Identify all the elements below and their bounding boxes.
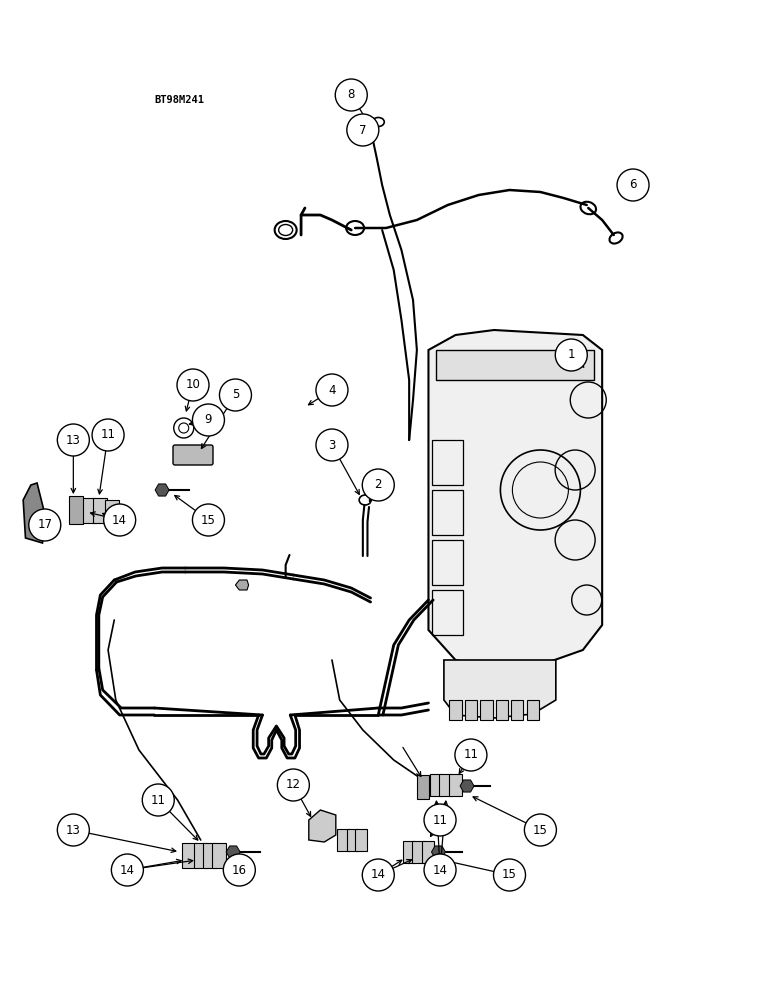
- Polygon shape: [527, 700, 539, 720]
- FancyBboxPatch shape: [173, 445, 213, 465]
- Circle shape: [524, 814, 557, 846]
- Polygon shape: [23, 483, 46, 543]
- Circle shape: [347, 114, 379, 146]
- Polygon shape: [460, 780, 474, 792]
- Text: BT98M241: BT98M241: [154, 95, 205, 105]
- Text: 15: 15: [533, 823, 548, 836]
- Circle shape: [316, 374, 348, 406]
- Polygon shape: [480, 700, 493, 720]
- Bar: [182, 842, 196, 867]
- Polygon shape: [309, 810, 336, 842]
- Bar: [105, 499, 119, 524]
- Bar: [432, 590, 463, 635]
- Circle shape: [316, 429, 348, 461]
- Circle shape: [617, 169, 649, 201]
- Bar: [403, 841, 415, 863]
- Polygon shape: [511, 700, 523, 720]
- Polygon shape: [465, 700, 477, 720]
- Bar: [69, 496, 83, 524]
- Polygon shape: [155, 484, 169, 496]
- Bar: [432, 490, 463, 535]
- Text: 13: 13: [66, 434, 81, 446]
- Circle shape: [57, 424, 90, 456]
- Circle shape: [424, 854, 456, 886]
- Bar: [347, 829, 359, 851]
- Text: 11: 11: [100, 428, 116, 442]
- Text: 9: 9: [205, 413, 212, 426]
- Text: 8: 8: [347, 89, 355, 102]
- Circle shape: [277, 769, 310, 801]
- Circle shape: [57, 814, 90, 846]
- Circle shape: [555, 339, 587, 371]
- Bar: [430, 774, 442, 796]
- Text: 14: 14: [120, 863, 135, 876]
- Text: 17: 17: [37, 518, 52, 532]
- Polygon shape: [496, 700, 508, 720]
- Text: 14: 14: [432, 863, 448, 876]
- Text: 11: 11: [463, 748, 479, 762]
- Bar: [417, 775, 429, 799]
- Circle shape: [335, 79, 367, 111]
- Text: 14: 14: [112, 514, 127, 526]
- Bar: [212, 842, 226, 867]
- Text: 11: 11: [151, 794, 166, 806]
- Text: 14: 14: [371, 868, 386, 882]
- Circle shape: [424, 804, 456, 836]
- Polygon shape: [226, 846, 240, 858]
- Bar: [432, 540, 463, 585]
- Bar: [337, 829, 350, 851]
- Circle shape: [92, 419, 124, 451]
- Circle shape: [362, 859, 394, 891]
- Text: 11: 11: [432, 813, 448, 826]
- Circle shape: [493, 859, 526, 891]
- Bar: [203, 842, 217, 867]
- Text: 16: 16: [232, 863, 247, 876]
- Circle shape: [111, 854, 144, 886]
- Bar: [432, 440, 463, 485]
- Circle shape: [219, 379, 252, 411]
- Polygon shape: [235, 580, 249, 590]
- Bar: [412, 841, 425, 863]
- Text: 5: 5: [232, 388, 239, 401]
- Text: 15: 15: [502, 868, 517, 882]
- Bar: [93, 497, 107, 522]
- Text: 3: 3: [328, 439, 336, 452]
- Circle shape: [103, 504, 136, 536]
- Polygon shape: [444, 660, 556, 718]
- Circle shape: [177, 369, 209, 401]
- Text: 7: 7: [359, 123, 367, 136]
- Bar: [449, 774, 462, 796]
- Polygon shape: [449, 700, 462, 720]
- Polygon shape: [428, 330, 602, 670]
- Circle shape: [455, 739, 487, 771]
- Polygon shape: [436, 350, 594, 380]
- Bar: [422, 841, 434, 863]
- Text: 13: 13: [66, 823, 81, 836]
- Circle shape: [192, 404, 225, 436]
- Text: 1: 1: [567, 349, 575, 361]
- Text: 15: 15: [201, 514, 216, 526]
- Circle shape: [362, 469, 394, 501]
- Polygon shape: [432, 846, 445, 858]
- Circle shape: [142, 784, 174, 816]
- Circle shape: [223, 854, 256, 886]
- Bar: [194, 842, 208, 867]
- Text: 6: 6: [629, 178, 637, 192]
- Bar: [439, 774, 452, 796]
- Bar: [355, 829, 367, 851]
- Circle shape: [192, 504, 225, 536]
- Bar: [82, 497, 96, 522]
- Text: 4: 4: [328, 383, 336, 396]
- Text: 12: 12: [286, 778, 301, 792]
- Text: 10: 10: [185, 378, 201, 391]
- Text: 2: 2: [374, 479, 382, 491]
- Circle shape: [29, 509, 61, 541]
